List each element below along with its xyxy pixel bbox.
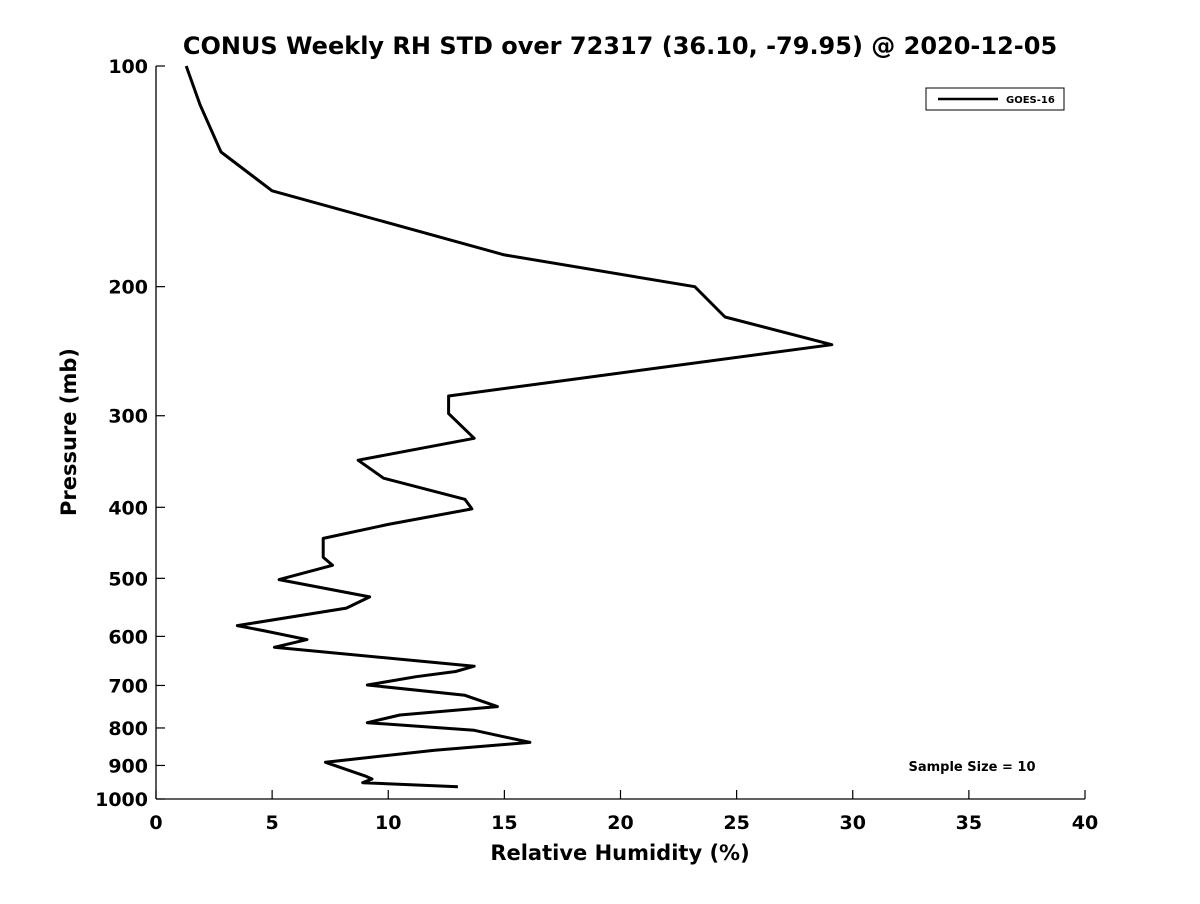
x-axis-label: Relative Humidity (%) [490, 841, 749, 865]
x-tick-label: 30 [840, 812, 866, 834]
y-axis-label: Pressure (mb) [57, 348, 81, 516]
legend: GOES-16 [925, 87, 1065, 111]
x-tick-label: 35 [956, 812, 982, 834]
series-line-goes-16 [184, 65, 834, 789]
chart-title: CONUS Weekly RH STD over 72317 (36.10, -… [183, 32, 1057, 60]
x-tick-label: 10 [375, 812, 401, 834]
y-tick-label: 800 [108, 718, 148, 740]
y-tick-label: 1000 [95, 789, 148, 811]
x-tick-label: 20 [607, 812, 633, 834]
x-tick-label: 25 [723, 812, 749, 834]
sample-size-annotation: Sample Size = 10 [908, 760, 1035, 775]
series-layer [184, 65, 834, 789]
y-tick-label: 400 [108, 497, 148, 519]
legend-entry-goes-16: GOES-16 [1006, 95, 1055, 106]
y-tick-label: 600 [108, 626, 148, 648]
x-tick-label: 0 [149, 812, 162, 834]
y-tick-label: 700 [108, 675, 148, 697]
y-axis-ticks: 100 200 300 400 500 600 700 800 900 1000 [95, 56, 165, 811]
y-tick-label: 200 [108, 277, 148, 299]
x-tick-label: 40 [1072, 812, 1098, 834]
y-tick-label: 300 [108, 406, 148, 428]
x-tick-label: 5 [266, 812, 279, 834]
y-tick-label: 500 [108, 568, 148, 590]
y-tick-label: 900 [108, 755, 148, 777]
y-tick-label: 100 [108, 56, 148, 78]
x-axis-ticks: 0 5 10 15 20 25 30 35 40 [149, 790, 1098, 834]
x-tick-label: 15 [491, 812, 517, 834]
